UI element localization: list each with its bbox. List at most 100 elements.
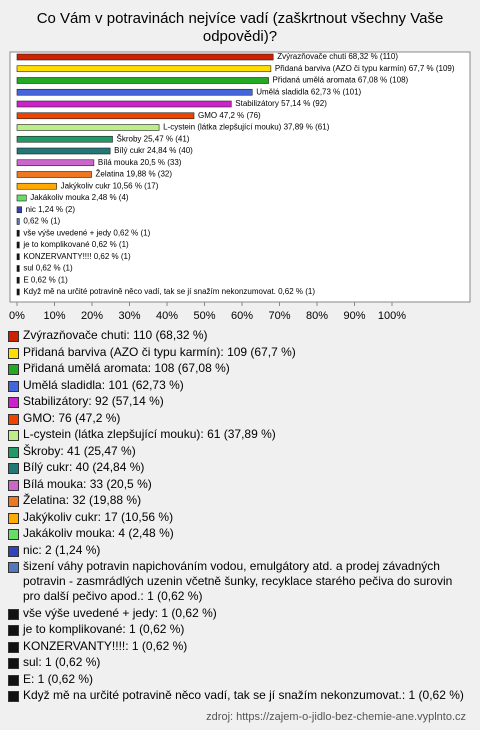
legend-swatch <box>8 641 19 653</box>
legend-item: vše výše uvedené + jedy: 1 (0,62 %) <box>8 606 470 621</box>
bar-label: L-cystein (látka zlepšující mouku) 37,89… <box>163 123 330 132</box>
x-tick-label: 50% <box>193 310 215 322</box>
bar <box>16 253 20 261</box>
bar-label: Bílý cukr 24,84 % (40) <box>114 146 193 155</box>
bar-label: je to komplikované 0,62 % (1) <box>22 240 129 249</box>
legend-label: E: 1 (0,62 %) <box>23 671 94 686</box>
legend: Zvýrazňovače chuti: 110 (68,32 %) Přidaná… <box>8 328 470 705</box>
bar-label: Přidaná umělá aromata 67,08 % (108) <box>273 76 409 85</box>
legend-swatch <box>8 496 19 507</box>
chart-title: Co Vám v potravinách nejvíce vadí (zaškr… <box>36 10 444 45</box>
legend-item: Umělá sladidla: 101 (62,73 %) <box>8 378 470 393</box>
bar-label: Stabilizátory 57,14 % (92) <box>235 99 327 108</box>
legend-item: Jakákoliv mouka: 4 (2,48 %) <box>8 526 470 541</box>
bar <box>16 265 20 272</box>
bar <box>16 100 232 108</box>
legend-swatch <box>8 545 19 557</box>
bar-label: Přidaná barviva (AZO či typu karmín) 67,… <box>275 64 455 73</box>
legend-label: je to komplikované: 1 (0,62 %) <box>23 622 185 636</box>
legend-label: vše výše uvedené + jedy: 1 (0,62 %) <box>23 605 217 620</box>
legend-item: KONZERVANTY!!!!: 1 (0,62 %) <box>8 639 470 654</box>
bar <box>16 88 253 96</box>
bar-label: Bílá mouka 20,5 % (33) <box>98 158 182 167</box>
bar <box>16 171 92 178</box>
legend-swatch <box>8 446 19 458</box>
bar-label: KONZERVANTY!!!! 0,62 % (1) <box>23 252 131 261</box>
legend-item: Želatina: 32 (19,88 %) <box>8 493 470 508</box>
legend-item: L-cystein (látka zlepšující mouku): 61 (… <box>8 427 470 442</box>
bar <box>16 241 20 249</box>
chart: 0% 10% 20% 30% 40% 50% 60% 70% 80% 90% 100% Zvýrazň… <box>9 51 471 322</box>
legend-label: L-cystein (látka zlepšující mouku): 61 (… <box>23 427 276 441</box>
legend-item: Bílý cukr: 40 (24,84 %) <box>8 460 470 475</box>
legend-label: Když mě na určité potravině něco vadí, t… <box>23 688 464 702</box>
legend-label: sul: 1 (0,62 %) <box>23 655 101 669</box>
x-tick-label: 100% <box>378 310 406 322</box>
legend-label: KONZERVANTY!!!!: 1 (0,62 %) <box>23 638 188 653</box>
bar-label: Když mě na určité potravině něco vadí, t… <box>23 287 315 296</box>
legend-label: Jakýkoliv cukr: 17 (10,56 %) <box>23 509 174 524</box>
x-tick-label: 10% <box>43 310 65 322</box>
legend-label: Jakákoliv mouka: 4 (2,48 %) <box>23 526 174 540</box>
legend-swatch <box>8 430 19 441</box>
legend-swatch <box>8 413 19 425</box>
x-tick-label: 90% <box>343 310 365 322</box>
legend-swatch <box>8 529 19 540</box>
x-tick-label: 20% <box>81 310 103 322</box>
legend-label: Bílý cukr: 40 (24,84 %) <box>23 460 145 474</box>
legend-label: Škroby: 41 (25,47 %) <box>23 443 136 458</box>
legend-swatch <box>8 562 19 573</box>
legend-swatch <box>8 512 19 524</box>
legend-swatch <box>8 397 19 408</box>
bar <box>16 288 20 296</box>
bar <box>16 206 22 214</box>
bar-label: Škroby 25,47 % (41) <box>117 134 190 143</box>
x-tick-label: 30% <box>118 310 140 322</box>
source: zdroj: https://zajem-o-jidlo-bez-chemie-… <box>206 711 466 723</box>
legend-item: Zvýrazňovače chuti: 110 (68,32 %) <box>8 328 470 343</box>
x-tick-label: 80% <box>306 310 328 322</box>
legend-swatch <box>8 380 19 392</box>
legend-label: nic: 2 (1,24 %) <box>23 542 101 557</box>
legend-swatch <box>8 364 19 375</box>
legend-label: Přidaná barviva (AZO či typu karmín): 10… <box>23 344 296 359</box>
legend-item: sul: 1 (0,62 %) <box>8 655 470 670</box>
legend-label: Stabilizátory: 92 (57,14 %) <box>23 394 164 408</box>
legend-item: Přidaná barviva (AZO či typu karmín): 10… <box>8 345 470 360</box>
bar-label: sul 0,62 % (1) <box>23 264 73 273</box>
legend-label: Zvýrazňovače chuti: 110 (68,32 %) <box>23 328 208 342</box>
legend-swatch <box>8 658 19 669</box>
legend-item: Bílá mouka: 33 (20,5 %) <box>8 477 470 492</box>
legend-label: Přidaná umělá aromata: 108 (67,08 %) <box>23 361 230 375</box>
bar-label: vše výše uvedené + jedy 0,62 % (1) <box>23 228 150 237</box>
x-tick-label: 0% <box>9 310 25 322</box>
legend-item: Jakýkoliv cukr: 17 (10,56 %) <box>8 510 470 525</box>
legend-label: šizení váhy potravin napichováním vodou,… <box>23 559 453 603</box>
x-tick-label: 40% <box>156 310 178 322</box>
bar <box>16 124 160 131</box>
bar <box>16 77 269 84</box>
bar <box>16 135 113 143</box>
bar <box>16 65 272 73</box>
bar-label: Zvýrazňovače chuti 68,32 % (110) <box>277 52 398 61</box>
legend-swatch <box>8 608 19 620</box>
legend-item: Stabilizátory: 92 (57,14 %) <box>8 394 470 409</box>
bar-label: nic 1,24 % (2) <box>26 205 76 214</box>
x-tick-label: 70% <box>268 310 290 322</box>
legend-swatch <box>8 691 19 702</box>
legend-item: šizení váhy potravin napichováním vodou,… <box>8 559 470 604</box>
bar-label: E 0,62 % (1) <box>23 275 68 284</box>
bar-label: Jakýkoliv cukr 10,56 % (17) <box>61 181 159 190</box>
legend-label: GMO: 76 (47,2 %) <box>23 410 121 425</box>
legend-swatch <box>8 331 19 342</box>
bar <box>16 182 57 190</box>
legend-swatch <box>8 463 19 474</box>
bar <box>16 229 20 237</box>
bar <box>16 194 27 202</box>
bar <box>16 112 195 120</box>
bar <box>16 218 20 225</box>
legend-label: Umělá sladidla: 101 (62,73 %) <box>23 377 184 392</box>
legend-swatch <box>8 479 19 491</box>
legend-swatch <box>8 347 19 359</box>
